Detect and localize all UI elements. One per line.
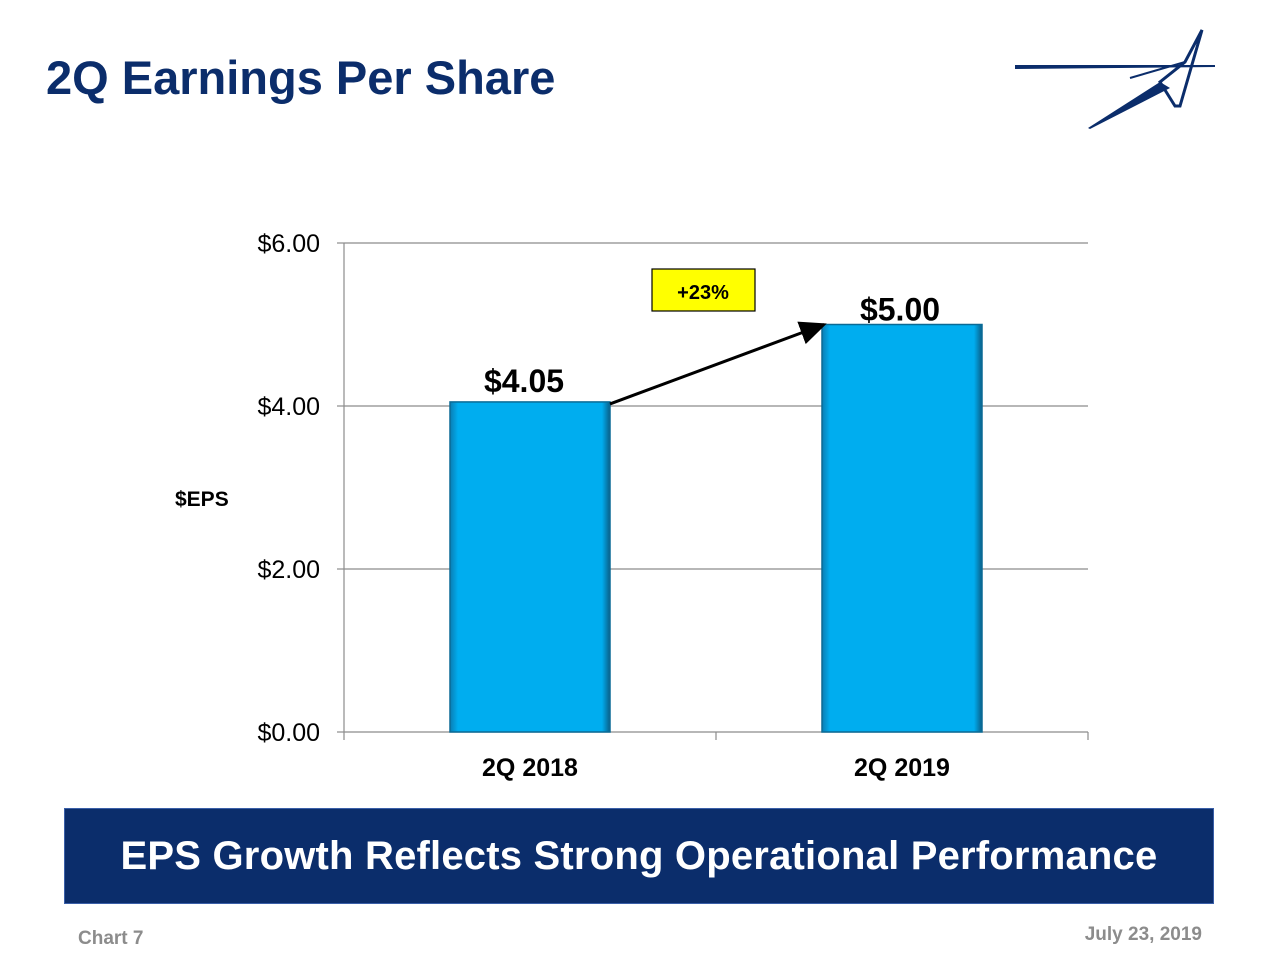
growth-callout-label: +23% [677,282,729,304]
bar-2q-2018 [449,401,611,733]
banner-text: EPS Growth Reflects Strong Operational P… [120,833,1158,878]
company-star-logo [1015,29,1215,129]
y-tick-label: $2.00 [257,556,320,584]
y-tick-label: $6.00 [257,230,320,258]
growth-callout-box [651,268,756,312]
summary-banner: EPS Growth Reflects Strong Operational P… [64,808,1214,904]
chart-number: Chart 7 [78,928,144,949]
presentation-date: July 23, 2019 [1084,924,1202,945]
bar-2q-2019 [821,323,983,733]
x-tick-label: 2Q 2019 [854,754,950,782]
x-tick-label: 2Q 2018 [482,754,578,782]
value-label: $5.00 [860,292,940,328]
slide-title: 2Q Earnings Per Share [46,51,556,104]
y-tick-label: $0.00 [257,719,320,747]
y-tick-label: $4.00 [257,393,320,421]
y-axis-title: $EPS [175,488,229,511]
value-label: $4.05 [484,363,564,399]
growth-arrow [609,321,827,406]
